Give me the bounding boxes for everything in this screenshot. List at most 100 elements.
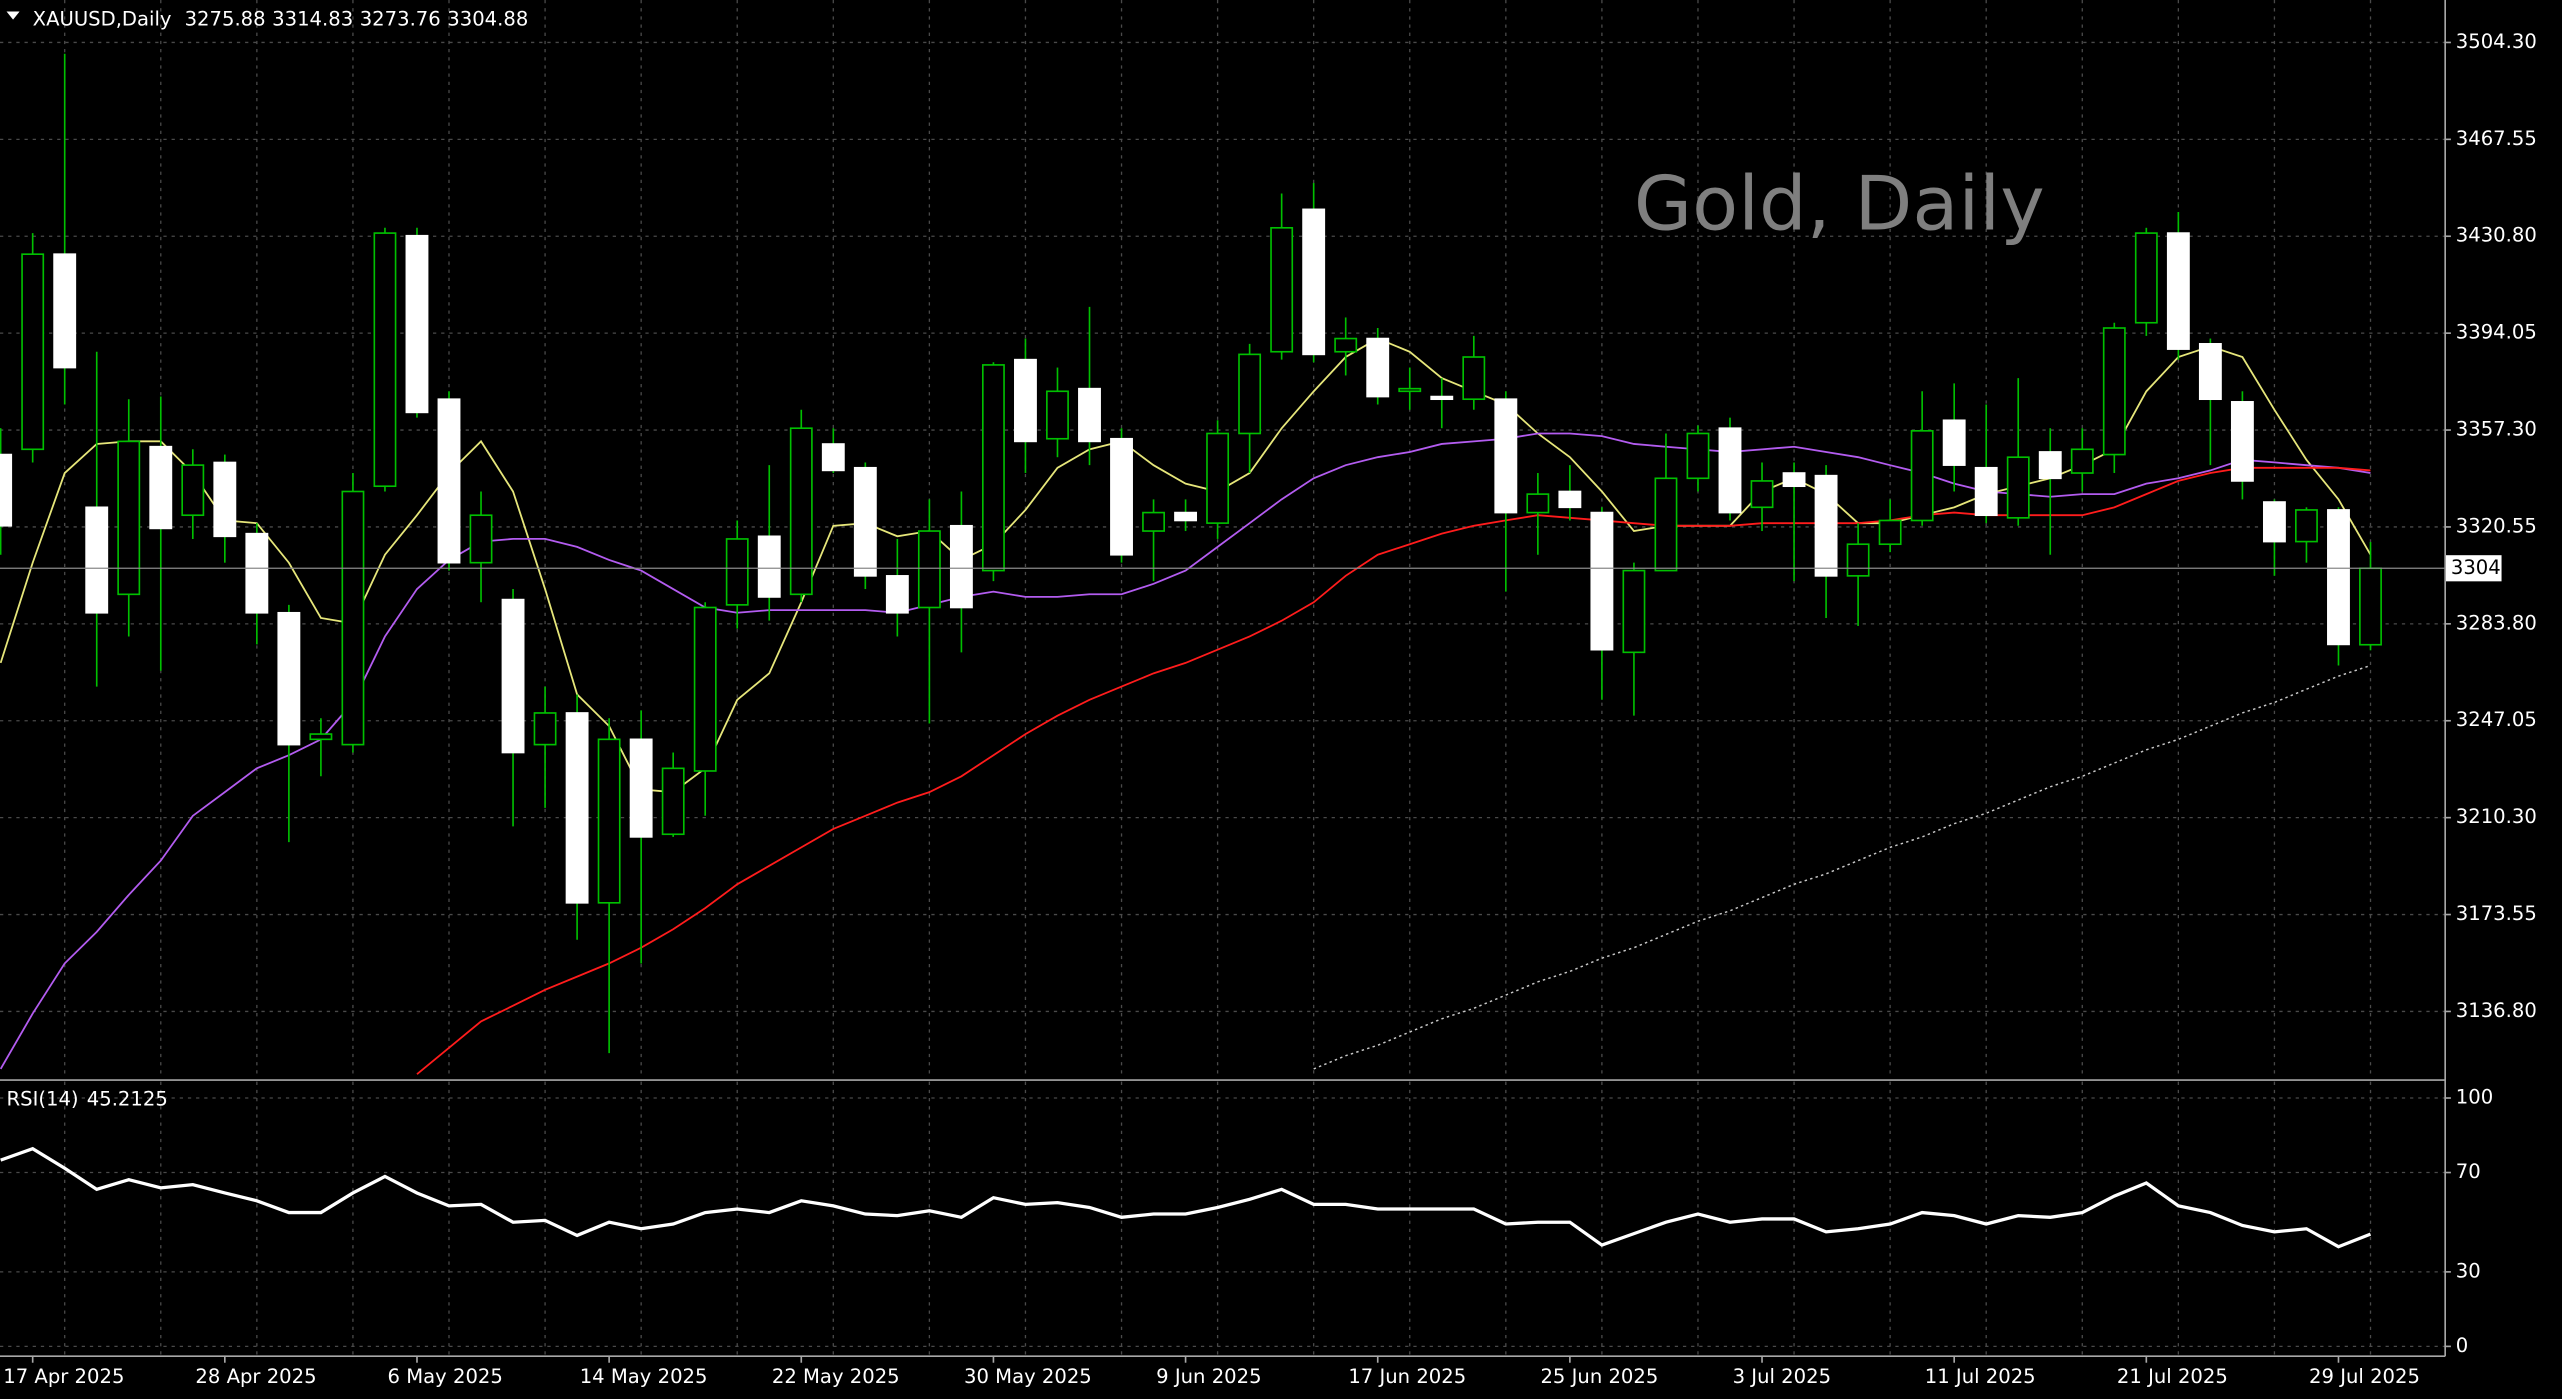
candle-body bbox=[501, 598, 525, 754]
candle-body bbox=[693, 606, 717, 772]
candle-body bbox=[2134, 232, 2158, 324]
candle-body bbox=[2166, 232, 2190, 350]
candle-body bbox=[2102, 327, 2126, 456]
chart-header: XAUUSD,Daily 3275.88 3314.83 3273.76 3304.88 bbox=[33, 7, 529, 30]
candle-body bbox=[949, 524, 973, 609]
candle-body bbox=[1142, 511, 1165, 532]
candle-body bbox=[1526, 493, 1550, 514]
candle-body bbox=[1590, 511, 1614, 651]
x-tick-label: 3 Jul 2025 bbox=[1733, 1365, 1831, 1388]
menu-triangle[interactable] bbox=[6, 11, 20, 20]
x-tick-label: 6 May 2025 bbox=[388, 1365, 503, 1388]
y-tick-label: 3173.55 bbox=[2456, 902, 2537, 925]
x-tick-label: 17 Apr 2025 bbox=[3, 1365, 124, 1388]
y-tick-label: 3247.05 bbox=[2456, 708, 2537, 731]
candle-body bbox=[437, 398, 461, 564]
candle-body bbox=[469, 514, 493, 564]
candle-body bbox=[1270, 226, 1294, 353]
candle-body bbox=[1910, 430, 1934, 522]
candle-body bbox=[2262, 501, 2286, 543]
candle-body bbox=[1462, 356, 1486, 401]
candle-body bbox=[1014, 358, 1037, 443]
candle-body bbox=[1078, 387, 1101, 443]
candle-body bbox=[277, 611, 301, 746]
candle-body bbox=[853, 466, 877, 577]
candle-body bbox=[1174, 511, 1198, 522]
candle-body bbox=[1430, 395, 1454, 401]
x-tick-label: 25 Jun 2025 bbox=[1540, 1365, 1658, 1388]
candle-body bbox=[1686, 432, 1710, 480]
rsi-title: RSI(14) bbox=[7, 1087, 79, 1110]
y-tick-label: 3210.30 bbox=[2456, 805, 2537, 828]
candle-body bbox=[1654, 477, 1678, 572]
candle-body bbox=[1750, 480, 1774, 509]
candle-body bbox=[917, 530, 941, 609]
candle-body bbox=[1398, 387, 1422, 393]
candle-body bbox=[2198, 343, 2222, 401]
moving-average-line bbox=[416, 466, 2371, 1075]
candle-body bbox=[1974, 466, 1998, 517]
candle-body bbox=[1942, 419, 1966, 466]
candle-body bbox=[1302, 208, 1326, 356]
y-tick-label: 100 bbox=[2456, 1086, 2493, 1109]
x-tick-label: 21 Jul 2025 bbox=[2117, 1365, 2228, 1388]
candle-body bbox=[1238, 353, 1262, 435]
x-tick-label: 30 May 2025 bbox=[964, 1365, 1092, 1388]
watermark: Gold, Daily bbox=[1634, 160, 2045, 248]
candle-body bbox=[1878, 519, 1902, 546]
x-tick-label: 17 Jun 2025 bbox=[1348, 1365, 1466, 1388]
candle-body bbox=[213, 461, 237, 538]
y-tick-label: 70 bbox=[2456, 1160, 2481, 1183]
candle-body bbox=[1110, 437, 1133, 556]
candle-body bbox=[533, 712, 557, 746]
x-tick-label: 28 Apr 2025 bbox=[195, 1365, 316, 1388]
candle-body bbox=[565, 712, 589, 904]
high-value: 3314.83 bbox=[272, 7, 353, 30]
close-value: 3304.88 bbox=[447, 7, 528, 30]
y-tick-label: 3430.80 bbox=[2456, 224, 2537, 247]
candle-body bbox=[789, 427, 813, 596]
candle-body bbox=[1558, 490, 1582, 509]
y-tick-label: 3283.80 bbox=[2456, 611, 2537, 634]
current-price-label: 3304.88 bbox=[2451, 556, 2532, 579]
candle-body bbox=[53, 253, 77, 369]
x-tick-label: 14 May 2025 bbox=[580, 1365, 708, 1388]
candle-body bbox=[1046, 390, 1069, 440]
x-tick-label: 11 Jul 2025 bbox=[1925, 1365, 2036, 1388]
y-tick-label: 3136.80 bbox=[2456, 999, 2537, 1022]
candle-body bbox=[149, 445, 173, 530]
candle-body bbox=[2327, 509, 2350, 646]
candle-body bbox=[245, 532, 269, 614]
y-tick-label: 3394.05 bbox=[2456, 321, 2537, 344]
y-tick-label: 3467.55 bbox=[2456, 127, 2537, 150]
rsi-header: RSI(14) 45.2125 bbox=[7, 1087, 168, 1110]
candle-body bbox=[181, 464, 205, 517]
candle-body bbox=[2359, 567, 2382, 646]
candle-body bbox=[1814, 474, 1838, 577]
candle-body bbox=[629, 738, 653, 838]
candle-body bbox=[2070, 448, 2094, 474]
candle-body bbox=[0, 453, 13, 527]
plot bbox=[0, 53, 2382, 1249]
y-tick-label: 3357.30 bbox=[2456, 418, 2537, 441]
rsi-value: 45.2125 bbox=[87, 1087, 168, 1110]
candle-body bbox=[2295, 509, 2318, 543]
candle-body bbox=[885, 575, 909, 614]
candle-body bbox=[1366, 337, 1390, 398]
candle-body bbox=[117, 440, 141, 596]
candle-body bbox=[1782, 472, 1806, 488]
candle-body bbox=[821, 443, 845, 472]
candle-body bbox=[1718, 427, 1742, 514]
y-tick-label: 0 bbox=[2456, 1334, 2468, 1357]
x-tick-label: 29 Jul 2025 bbox=[2309, 1365, 2420, 1388]
open-value: 3275.88 bbox=[185, 7, 266, 30]
candle-body bbox=[85, 506, 109, 614]
x-tick-label: 22 May 2025 bbox=[772, 1365, 900, 1388]
candle-body bbox=[1622, 569, 1646, 654]
candle-body bbox=[373, 232, 397, 488]
candle-body bbox=[757, 535, 781, 598]
candle-body bbox=[21, 253, 45, 451]
